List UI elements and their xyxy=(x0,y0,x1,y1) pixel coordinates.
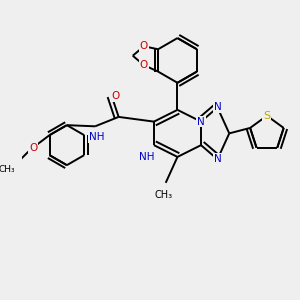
Text: O: O xyxy=(140,41,148,51)
Text: NH: NH xyxy=(139,152,154,162)
Text: O: O xyxy=(140,60,148,70)
Text: CH₃: CH₃ xyxy=(0,165,15,174)
Text: S: S xyxy=(263,111,271,121)
Text: NH: NH xyxy=(88,132,104,142)
Text: N: N xyxy=(197,117,205,127)
Text: O: O xyxy=(111,91,119,101)
Text: N: N xyxy=(214,154,221,164)
Text: CH₃: CH₃ xyxy=(154,190,172,200)
Text: O: O xyxy=(29,143,37,153)
Text: N: N xyxy=(214,103,221,112)
